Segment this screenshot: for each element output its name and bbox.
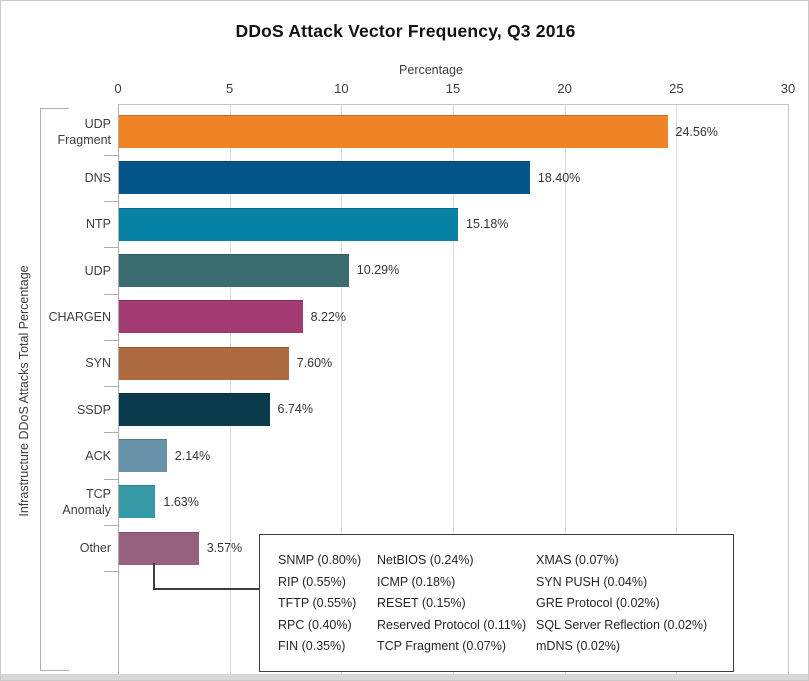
other-breakdown-column-3: XMAS (0.07%) SYN PUSH (0.04%) GRE Protocol… xyxy=(536,550,733,671)
other-breakdown-item: RIP (0.55%) xyxy=(278,574,346,589)
category-tick xyxy=(104,432,118,434)
other-breakdown-callout: SNMP (0.80%) RIP (0.55%) TFTP (0.55%) RPC (… xyxy=(259,534,734,672)
category-tick xyxy=(104,293,118,295)
gridline-x-10 xyxy=(341,104,343,680)
value-label-udp-fragment: 24.56% xyxy=(675,124,718,139)
category-bracket-arm-top xyxy=(40,108,69,109)
x-tick-label-15: 15 xyxy=(445,81,461,96)
other-breakdown-item: GRE Protocol (0.02%) xyxy=(536,596,660,610)
bar-ntp xyxy=(119,207,458,241)
category-tick xyxy=(104,200,118,202)
other-breakdown-item: SYN PUSH (0.04%) xyxy=(536,574,648,589)
other-breakdown-column-2: NetBIOS (0.24%) ICMP (0.18%) RESET (0.15%)… xyxy=(377,550,536,671)
value-label-chargen: 8.22% xyxy=(310,309,347,324)
category-tick xyxy=(104,247,118,249)
value-label-dns: 18.40% xyxy=(537,170,581,185)
gridline-x-25 xyxy=(676,104,678,680)
other-breakdown-item: RPC (0.40%) xyxy=(278,617,352,632)
category-tick xyxy=(104,339,118,341)
category-label-ntp: NTP xyxy=(86,217,111,232)
gridline-x-20 xyxy=(564,104,566,680)
plot-top-border xyxy=(118,104,788,105)
gridline-x-5 xyxy=(229,104,231,680)
value-label-ntp: 15.18% xyxy=(466,217,509,232)
value-label-ack: 2.14% xyxy=(174,448,211,463)
bar-other xyxy=(119,531,199,565)
other-breakdown-item: SNMP (0.80%) xyxy=(278,553,362,567)
bar-tcp-anomaly xyxy=(119,485,156,519)
category-tick xyxy=(104,478,118,480)
x-axis-title: Percentage xyxy=(399,63,463,77)
category-tick xyxy=(104,154,118,156)
gridline-x-15 xyxy=(453,104,454,680)
category-label-ssdp: SSDP xyxy=(76,402,111,417)
x-tick-label-5: 5 xyxy=(226,81,234,96)
value-label-syn: 7.60% xyxy=(296,356,333,370)
bar-udp-fragment xyxy=(119,115,668,148)
category-label-chargen: CHARGEN xyxy=(48,309,111,324)
category-label-udp: UDP xyxy=(84,263,111,278)
other-breakdown-column-1: SNMP (0.80%) RIP (0.55%) TFTP (0.55%) RPC (… xyxy=(278,550,377,671)
x-tick-label-10: 10 xyxy=(334,81,349,96)
category-label-syn: SYN xyxy=(85,356,111,371)
category-tick xyxy=(104,571,118,573)
other-breakdown-item: mDNS (0.02%) xyxy=(536,639,621,653)
bar-syn xyxy=(119,346,289,380)
x-tick-label-20: 20 xyxy=(557,81,572,96)
bottom-edge-strip xyxy=(1,674,808,680)
y-axis-title: Infrastructure DDoS Attacks Total Percen… xyxy=(17,265,31,517)
bar-dns xyxy=(119,161,530,195)
other-callout-connector-horizontal xyxy=(153,588,259,590)
value-label-tcp-anomaly: 1.63% xyxy=(163,494,199,509)
category-tick xyxy=(104,525,118,526)
other-breakdown-item: RESET (0.15%) xyxy=(377,596,466,610)
other-breakdown-item: TFTP (0.55%) xyxy=(278,596,357,610)
y-axis-line xyxy=(118,104,119,680)
category-label-other: Other xyxy=(79,541,111,556)
category-label-udp-fragment: UDP Fragment xyxy=(57,116,112,147)
other-breakdown-item: FIN (0.35%) xyxy=(278,639,346,653)
value-label-other: 3.57% xyxy=(206,541,243,556)
x-tick-label-0: 0 xyxy=(114,81,122,96)
category-label-tcp-anomaly: TCP Anomaly xyxy=(62,487,111,517)
value-label-udp: 10.29% xyxy=(356,263,400,278)
category-bracket-arm-bottom xyxy=(40,670,69,671)
other-breakdown-item: SQL Server Reflection (0.02%) xyxy=(536,617,708,632)
x-tick-label-30: 30 xyxy=(780,81,796,96)
category-label-dns: DNS xyxy=(84,171,111,185)
bar-chargen xyxy=(119,300,303,334)
x-tick-label-25: 25 xyxy=(669,81,684,96)
other-breakdown-item: TCP Fragment (0.07%) xyxy=(377,639,506,653)
other-callout-connector-vertical xyxy=(153,563,155,590)
category-bracket-vertical xyxy=(40,108,41,671)
other-breakdown-item: XMAS (0.07%) xyxy=(536,553,619,567)
bar-ssdp xyxy=(119,392,270,426)
plot-right-border xyxy=(788,104,789,680)
value-label-ssdp: 6.74% xyxy=(277,402,313,417)
other-breakdown-item: ICMP (0.18%) xyxy=(377,574,456,589)
bar-ack xyxy=(119,439,167,473)
category-label-ack: ACK xyxy=(85,448,111,463)
category-tick xyxy=(104,386,118,388)
bar-udp xyxy=(119,253,349,287)
other-breakdown-item: NetBIOS (0.24%) xyxy=(377,553,474,567)
chart-title: DDoS Attack Vector Frequency, Q3 2016 xyxy=(235,21,576,41)
other-breakdown-item: Reserved Protocol (0.11%) xyxy=(377,617,527,632)
